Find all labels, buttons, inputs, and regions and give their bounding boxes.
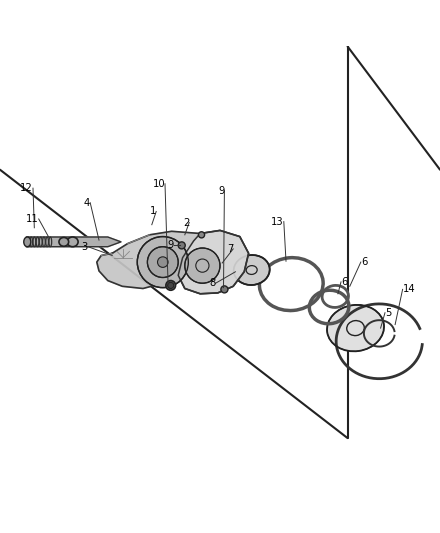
Ellipse shape [24, 237, 31, 247]
Circle shape [185, 248, 220, 283]
Polygon shape [178, 230, 249, 294]
Polygon shape [97, 230, 249, 294]
Text: 11: 11 [26, 214, 39, 224]
Circle shape [221, 286, 228, 293]
Text: 6: 6 [341, 277, 347, 287]
Text: 13: 13 [271, 216, 284, 227]
Circle shape [178, 242, 185, 249]
Text: 4: 4 [84, 198, 90, 208]
Text: 2: 2 [183, 217, 189, 228]
Circle shape [198, 232, 205, 238]
Circle shape [168, 282, 174, 288]
Text: 6: 6 [361, 257, 367, 267]
Circle shape [166, 280, 176, 290]
Circle shape [137, 237, 188, 288]
Circle shape [158, 257, 168, 268]
Text: 1: 1 [150, 206, 156, 216]
Text: 9: 9 [168, 240, 174, 251]
Text: 8: 8 [209, 278, 216, 288]
Circle shape [147, 247, 178, 278]
Polygon shape [26, 237, 121, 247]
Text: 10: 10 [152, 179, 165, 189]
Text: 5: 5 [385, 308, 391, 318]
Text: 9: 9 [218, 186, 224, 196]
Text: 14: 14 [403, 285, 415, 294]
Ellipse shape [327, 305, 384, 351]
Text: 7: 7 [227, 244, 233, 254]
Ellipse shape [67, 237, 78, 247]
Ellipse shape [234, 255, 270, 285]
Ellipse shape [59, 238, 69, 246]
Text: 12: 12 [20, 183, 33, 193]
Text: 3: 3 [82, 241, 88, 252]
